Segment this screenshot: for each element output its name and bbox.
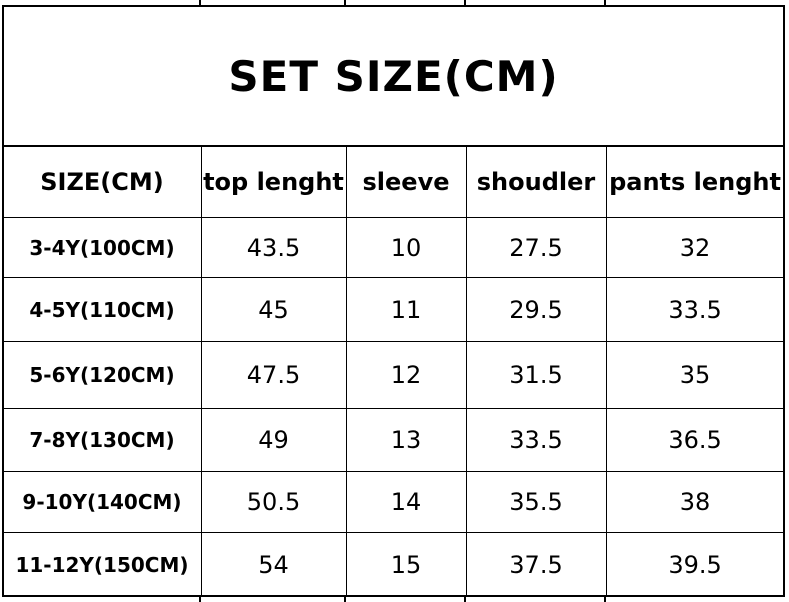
cell-top-length: 47.5 [200, 341, 347, 409]
cell-size: 3-4Y(100CM) [2, 217, 202, 278]
grid-stub [199, 595, 201, 602]
cell-top-length: 43.5 [200, 217, 347, 278]
header-pants-length: pants lenght [605, 145, 785, 218]
grid-stub [344, 0, 346, 5]
grid-stub [344, 595, 346, 602]
grid-stub [464, 595, 466, 602]
table-row: 5-6Y(120CM) 47.5 12 31.5 35 [2, 341, 785, 409]
header-sleeve: sleeve [345, 145, 467, 218]
cell-pants-length: 39.5 [605, 532, 785, 597]
cell-sleeve: 13 [345, 408, 467, 472]
cell-sleeve: 14 [345, 471, 467, 533]
cell-size: 7-8Y(130CM) [2, 408, 202, 472]
grid-stub [464, 0, 466, 5]
grid-stub [199, 0, 201, 5]
cell-top-length: 50.5 [200, 471, 347, 533]
cell-sleeve: 12 [345, 341, 467, 409]
header-row: SIZE(CM) top lenght sleeve shoudler pant… [2, 145, 785, 218]
cell-size: 4-5Y(110CM) [2, 277, 202, 342]
cell-pants-length: 38 [605, 471, 785, 533]
table-row: 7-8Y(130CM) 49 13 33.5 36.5 [2, 408, 785, 472]
table-title: SET SIZE(CM) [1, 5, 786, 147]
cell-shoulder: 27.5 [465, 217, 607, 278]
cell-pants-length: 32 [605, 217, 785, 278]
header-size: SIZE(CM) [2, 145, 202, 218]
header-shoulder: shoudler [465, 145, 607, 218]
cell-shoulder: 33.5 [465, 408, 607, 472]
cell-pants-length: 35 [605, 341, 785, 409]
table-row: 11-12Y(150CM) 54 15 37.5 39.5 [2, 532, 785, 597]
cell-shoulder: 37.5 [465, 532, 607, 597]
grid-stub [604, 0, 606, 5]
table-row: 3-4Y(100CM) 43.5 10 27.5 32 [2, 217, 785, 278]
cell-sleeve: 10 [345, 217, 467, 278]
cell-shoulder: 29.5 [465, 277, 607, 342]
cell-top-length: 45 [200, 277, 347, 342]
cell-size: 9-10Y(140CM) [2, 471, 202, 533]
cell-shoulder: 31.5 [465, 341, 607, 409]
size-chart-table: SET SIZE(CM) SIZE(CM) top lenght sleeve … [1, 5, 786, 597]
cell-size: 5-6Y(120CM) [2, 341, 202, 409]
cell-sleeve: 11 [345, 277, 467, 342]
cell-pants-length: 33.5 [605, 277, 785, 342]
table-row: 4-5Y(110CM) 45 11 29.5 33.5 [2, 277, 785, 342]
cell-top-length: 54 [200, 532, 347, 597]
cell-top-length: 49 [200, 408, 347, 472]
cell-pants-length: 36.5 [605, 408, 785, 472]
grid-stub [604, 595, 606, 602]
table-row: 9-10Y(140CM) 50.5 14 35.5 38 [2, 471, 785, 533]
header-top-length: top lenght [200, 145, 347, 218]
cell-shoulder: 35.5 [465, 471, 607, 533]
cell-size: 11-12Y(150CM) [2, 532, 202, 597]
cell-sleeve: 15 [345, 532, 467, 597]
